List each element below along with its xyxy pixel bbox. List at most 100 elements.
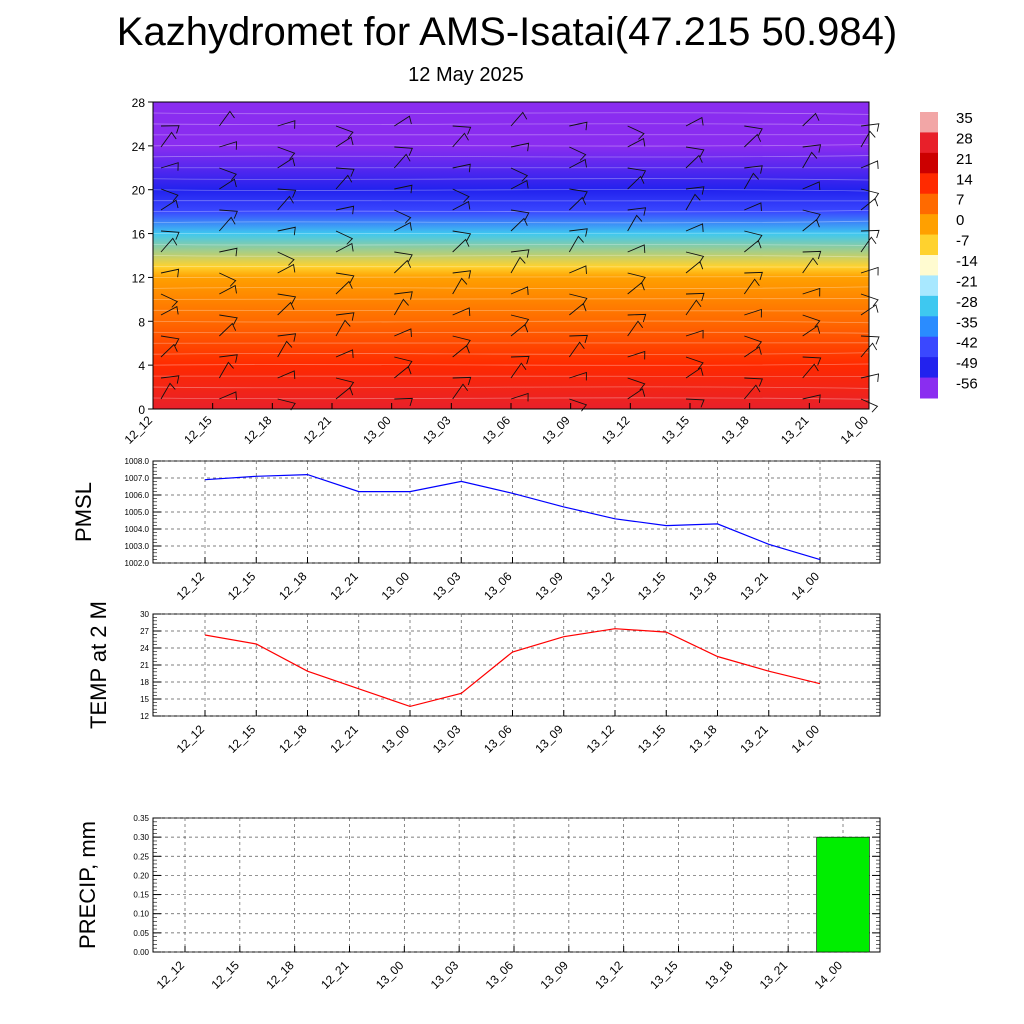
wind-barb [394,146,413,156]
colorbar-label: -49 [956,355,978,372]
x-tick-label: 13_12 [584,569,618,603]
colorbar-segment [920,275,938,297]
wind-barb [394,184,413,194]
x-tick-label: 13_21 [737,722,771,756]
wind-barb [394,397,413,407]
y-tick-label: 30 [140,610,149,619]
wind-barb [860,335,880,345]
wind-barb [335,125,354,139]
precip-bar [816,836,870,953]
wind-barb [802,209,821,222]
temperature-contour [152,243,870,246]
y-tick-label: 8 [138,315,145,329]
wind-barb [394,291,413,300]
wind-barb [510,217,528,232]
wind-barb [860,160,879,169]
wind-barb [160,131,177,148]
wind-barb [452,200,471,211]
x-tick-label: 13_21 [757,958,791,992]
colorbar-label: 14 [956,171,973,188]
wind-barb [219,167,237,181]
chart-date: 12 May 2025 [408,64,524,86]
wind-barb [744,125,763,137]
wind-barb [744,346,762,358]
x-tick-label: 12_12 [154,958,188,992]
wind-barb [335,205,355,215]
wind-barb [335,230,354,245]
wind-barb [277,293,297,305]
x-tick-label: 13_03 [430,722,464,756]
x-tick-label: 13_18 [686,722,720,756]
wind-barb [860,398,879,413]
y-tick-label: 0.10 [133,910,149,919]
wind-barb [452,270,472,279]
wind-barb [802,363,819,379]
wind-barb [802,151,818,169]
temperature-contour [152,178,870,181]
temperature-contour [152,331,870,334]
x-tick-label: 13_18 [686,569,720,603]
wind-barb [802,257,819,274]
wind-barb [744,377,763,387]
wind-barb [277,263,296,274]
colorbar-segment [920,152,938,174]
y-tick-label: 0 [138,403,145,417]
wind-barb [569,158,587,169]
wind-barb [627,350,646,360]
wind-barb [743,172,759,190]
x-tick-label: 13_09 [537,958,571,992]
wind-barb [219,247,238,257]
wind-barb [335,136,354,148]
wind-barb [743,278,760,295]
wind-barb [277,398,296,411]
y-tick-label: 0.05 [133,929,149,938]
wind-barb [627,377,646,391]
colorbar-label: -35 [956,314,978,331]
colorbar-segment [920,357,938,379]
wind-barb [510,111,528,127]
wind-barb [160,375,180,384]
wind-barb [802,181,821,190]
x-tick-label: 12_18 [263,958,297,992]
wind-barb [627,175,645,190]
plot-frame [152,817,881,953]
wind-barb [860,123,880,132]
x-tick-label: 13_03 [430,569,464,603]
wind-barb [685,154,703,169]
wind-barb [277,370,296,379]
wind-barb [219,178,237,190]
y-tick-label: 1003.0 [125,542,150,551]
x-tick-label: 12_21 [327,722,361,756]
wind-barb [510,256,526,274]
wind-barb [802,144,822,153]
wind-barb [685,116,704,127]
temperature-contour [152,397,870,400]
y-tick-label: 0.35 [133,814,149,823]
wind-barb [802,112,820,127]
wind-barb [627,320,644,337]
chart-title: Kazhydromet for AMS-Isatai(47.215 50.984… [116,10,898,54]
wind-barb [219,284,237,295]
wind-barb [219,141,238,150]
x-tick-label: 13_00 [379,569,413,603]
temperature-contour [152,286,870,290]
wind-barb [218,216,236,232]
y-tick-label: 0.20 [133,871,149,880]
wind-barb [335,312,355,321]
wind-barb [510,286,529,295]
wind-barb [744,133,762,148]
x-tick-label: 13_00 [373,958,407,992]
temperature-contour [152,320,870,324]
wind-barb [277,146,296,160]
wind-barb [335,349,354,358]
wind-barb [160,335,180,347]
temperature-contour [152,254,870,258]
wind-barb [627,272,646,285]
wind-barb [394,259,412,274]
wind-barb [160,237,178,253]
y-tick-label: 1007.0 [125,474,150,483]
x-tick-label: 13_18 [702,958,736,992]
wind-barb [685,398,705,408]
wind-barb [569,188,588,200]
wind-barb [277,251,295,266]
